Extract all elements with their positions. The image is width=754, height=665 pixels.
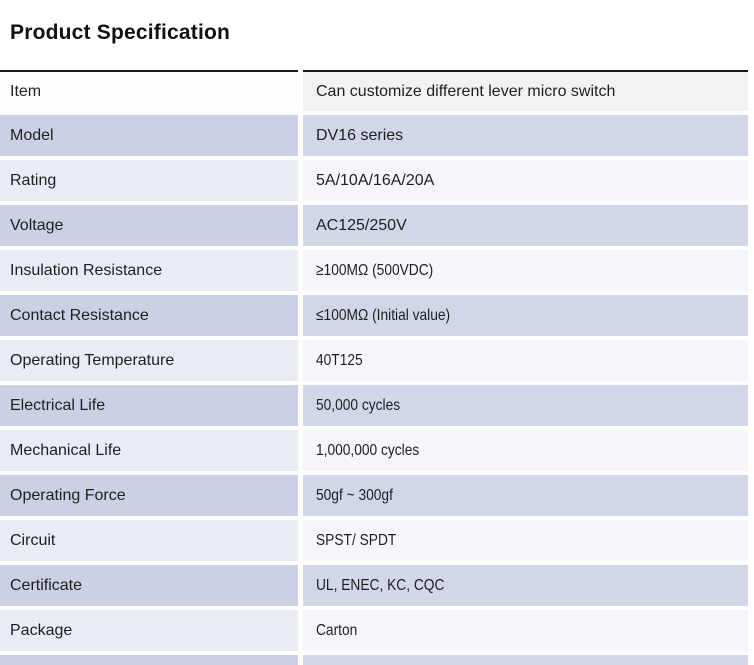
- spec-value-cell: UL, ENEC, KC, CQC: [303, 565, 748, 607]
- spec-value: ≤100MΩ (Initial value): [316, 306, 451, 324]
- table-row: Electrical Life 50,000 cycles: [0, 385, 748, 427]
- spec-value: 5A/10A/16A/20A: [316, 171, 435, 189]
- page-title: Product Specification: [10, 21, 231, 45]
- spec-value: SPST/ SPDT: [316, 531, 397, 549]
- spec-label-cell: Voltage: [0, 205, 298, 247]
- spec-value: ≥100MΩ (500VDC): [316, 261, 434, 279]
- spec-label: Operating Force: [10, 486, 126, 504]
- spec-value-cell: SPST/ SPDT: [303, 520, 748, 562]
- spec-label-cell: Operating Force: [0, 475, 298, 517]
- spec-value-cell: 50,000 cycles: [303, 385, 748, 427]
- spec-value: AC125/250V: [316, 216, 407, 234]
- spec-label: Voltage: [10, 216, 64, 234]
- spec-value-cell: 50gf ~ 300gf: [303, 475, 748, 517]
- table-row: Model DV16 series: [0, 115, 748, 157]
- table-row: Mechanical Life 1,000,000 cycles: [0, 430, 748, 472]
- spec-label-cell: Circuit: [0, 520, 298, 562]
- spec-label-cell: Certificate: [0, 565, 298, 607]
- spec-value: 40T125: [316, 351, 363, 369]
- spec-label: Certificate: [10, 576, 83, 594]
- clipped-next-row: [0, 655, 748, 665]
- spec-label: Operating Temperature: [10, 351, 175, 369]
- spec-label-cell: Rating: [0, 160, 298, 202]
- spec-value: 1,000,000 cycles: [316, 441, 420, 459]
- spec-value-cell: ≤100MΩ (Initial value): [303, 295, 748, 337]
- spec-label-cell: Electrical Life: [0, 385, 298, 427]
- table-row: Item Can customize different lever micro…: [0, 70, 748, 112]
- spec-label: Rating: [10, 171, 57, 189]
- spec-label: Package: [10, 621, 73, 639]
- spec-label-cell: Operating Temperature: [0, 340, 298, 382]
- table-row: Operating Temperature 40T125: [0, 340, 748, 382]
- spec-label-cell: Item: [0, 70, 298, 112]
- table-row: Voltage AC125/250V: [0, 205, 748, 247]
- clipped-value-cell: [303, 655, 748, 665]
- spec-label-cell: Package: [0, 610, 298, 652]
- spec-value: 50,000 cycles: [316, 396, 401, 414]
- table-row: Package Carton: [0, 610, 748, 652]
- table-row: Operating Force 50gf ~ 300gf: [0, 475, 748, 517]
- table-row: Circuit SPST/ SPDT: [0, 520, 748, 562]
- spec-label-cell: Contact Resistance: [0, 295, 298, 337]
- spec-label: Insulation Resistance: [10, 261, 163, 279]
- spec-value: Can customize different lever micro swit…: [316, 82, 616, 100]
- spec-value-cell: DV16 series: [303, 115, 748, 157]
- spec-label: Item: [10, 82, 42, 100]
- spec-value: DV16 series: [316, 126, 404, 144]
- spec-value: 50gf ~ 300gf: [316, 486, 393, 504]
- spec-value: UL, ENEC, KC, CQC: [316, 576, 445, 594]
- spec-label: Contact Resistance: [10, 306, 149, 324]
- spec-value-cell: 1,000,000 cycles: [303, 430, 748, 472]
- spec-value-cell: AC125/250V: [303, 205, 748, 247]
- spec-label: Model: [10, 126, 54, 144]
- table-row: Insulation Resistance ≥100MΩ (500VDC): [0, 250, 748, 292]
- table-row: Certificate UL, ENEC, KC, CQC: [0, 565, 748, 607]
- spec-label-cell: Insulation Resistance: [0, 250, 298, 292]
- spec-value-cell: 40T125: [303, 340, 748, 382]
- spec-label-cell: Model: [0, 115, 298, 157]
- clipped-label-cell: [0, 655, 298, 665]
- spec-label: Circuit: [10, 531, 56, 549]
- specification-table: Item Can customize different lever micro…: [0, 70, 748, 665]
- table-row: Rating 5A/10A/16A/20A: [0, 160, 748, 202]
- spec-label: Mechanical Life: [10, 441, 122, 459]
- table-row: Contact Resistance ≤100MΩ (Initial value…: [0, 295, 748, 337]
- spec-label-cell: Mechanical Life: [0, 430, 298, 472]
- spec-value-cell: Carton: [303, 610, 748, 652]
- spec-value: Carton: [316, 621, 358, 639]
- product-specification-page: Product Specification Item Can customize…: [0, 14, 754, 665]
- spec-value-cell: 5A/10A/16A/20A: [303, 160, 748, 202]
- spec-value-cell: Can customize different lever micro swit…: [303, 70, 748, 112]
- spec-label: Electrical Life: [10, 396, 106, 414]
- spec-value-cell: ≥100MΩ (500VDC): [303, 250, 748, 292]
